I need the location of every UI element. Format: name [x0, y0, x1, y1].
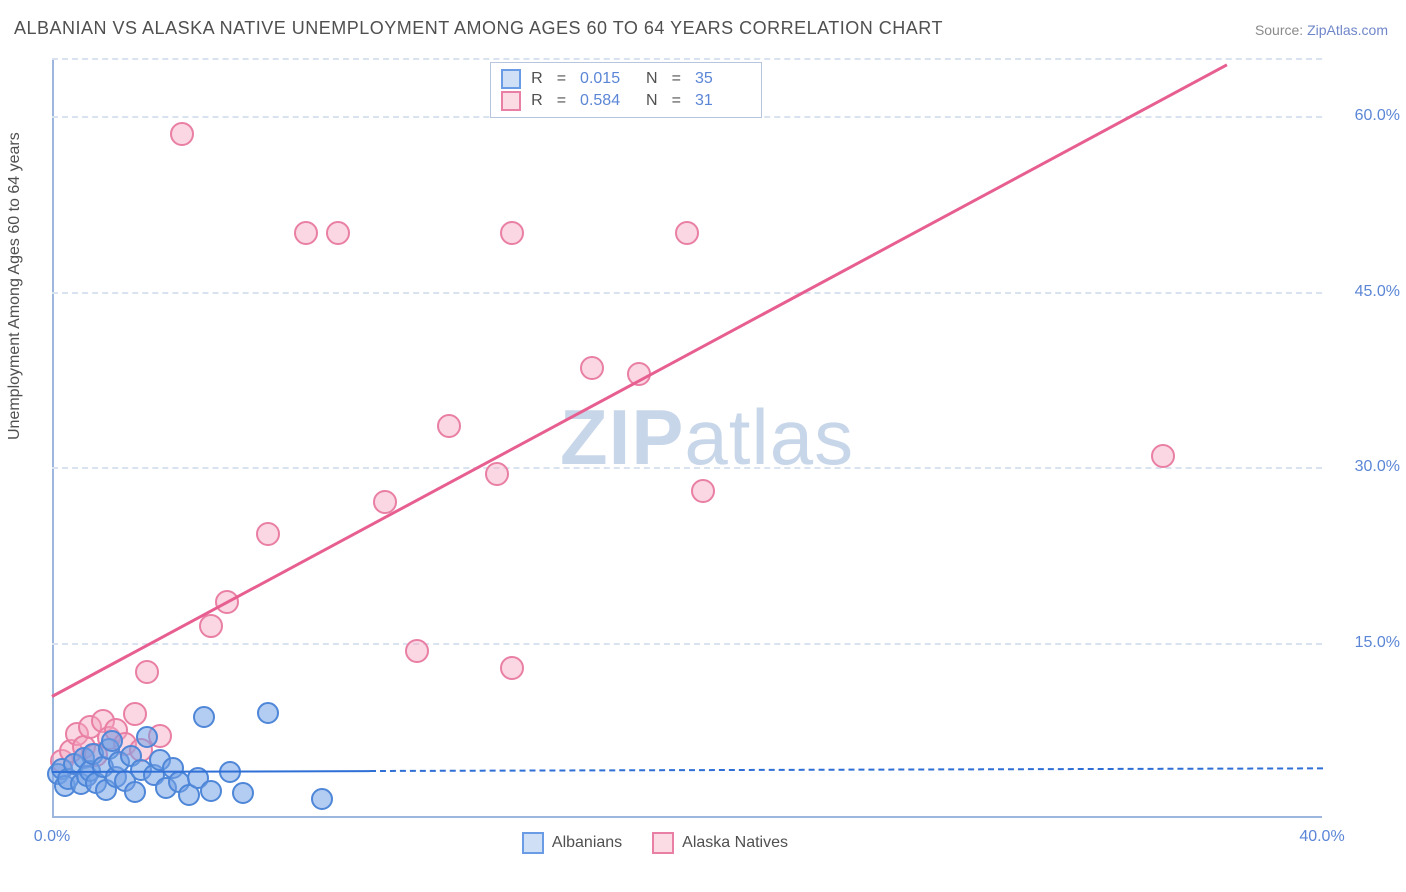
data-point: [135, 660, 159, 684]
data-point: [199, 614, 223, 638]
source-link[interactable]: ZipAtlas.com: [1307, 22, 1388, 38]
data-point: [500, 656, 524, 680]
source-prefix: Source:: [1255, 22, 1307, 38]
x-tick-label: 40.0%: [1299, 828, 1344, 846]
gridline: [52, 292, 1322, 294]
data-point: [101, 730, 123, 752]
y-tick-label: 45.0%: [1355, 283, 1400, 301]
watermark: ZIPatlas: [560, 392, 854, 483]
data-point: [500, 221, 524, 245]
gridline: [52, 467, 1322, 469]
data-point: [675, 221, 699, 245]
stat-r-label: R: [531, 70, 543, 88]
stats-row: R = 0.015 N = 35: [501, 69, 751, 89]
chart-plot-area: ZIPatlas 15.0%30.0%45.0%60.0%0.0%40.0%: [52, 58, 1322, 818]
legend-swatch: [501, 69, 521, 89]
data-point: [193, 706, 215, 728]
legend-item: Albanians: [522, 832, 622, 854]
data-point: [256, 522, 280, 546]
data-point: [437, 414, 461, 438]
stats-row: R = 0.584 N = 31: [501, 91, 751, 111]
legend-swatch: [652, 832, 674, 854]
y-axis-line: [52, 58, 54, 818]
stat-eq: =: [557, 92, 566, 110]
legend-label: Alaska Natives: [682, 834, 788, 851]
stat-n-value: 35: [695, 70, 751, 88]
data-point: [326, 221, 350, 245]
x-axis-line: [52, 816, 1322, 818]
data-point: [200, 780, 222, 802]
legend-label: Albanians: [552, 834, 622, 851]
stats-box: R = 0.015 N = 35 R = 0.584 N = 31: [490, 62, 762, 118]
chart-title: ALBANIAN VS ALASKA NATIVE UNEMPLOYMENT A…: [14, 18, 943, 39]
data-point: [124, 781, 146, 803]
stat-eq: =: [557, 70, 566, 88]
gridline: [52, 58, 1322, 60]
regression-line: [51, 64, 1227, 698]
data-point: [257, 702, 279, 724]
stat-r-label: R: [531, 92, 543, 110]
regression-line: [369, 768, 1322, 773]
y-axis-label: Unemployment Among Ages 60 to 64 years: [6, 132, 24, 440]
stat-n-label: N: [646, 92, 658, 110]
bottom-legend: Albanians Alaska Natives: [522, 832, 788, 854]
data-point: [294, 221, 318, 245]
y-tick-label: 15.0%: [1355, 634, 1400, 652]
stat-eq: =: [672, 70, 681, 88]
data-point: [485, 462, 509, 486]
data-point: [691, 479, 715, 503]
legend-item: Alaska Natives: [652, 832, 788, 854]
stat-n-label: N: [646, 70, 658, 88]
stat-eq: =: [672, 92, 681, 110]
data-point: [580, 356, 604, 380]
legend-swatch: [501, 91, 521, 111]
y-tick-label: 60.0%: [1355, 107, 1400, 125]
x-tick-label: 0.0%: [34, 828, 70, 846]
data-point: [123, 702, 147, 726]
legend-swatch: [522, 832, 544, 854]
data-point: [232, 782, 254, 804]
gridline: [52, 643, 1322, 645]
y-tick-label: 30.0%: [1355, 458, 1400, 476]
data-point: [1151, 444, 1175, 468]
data-point: [311, 788, 333, 810]
data-point: [136, 726, 158, 748]
stat-r-value: 0.015: [580, 70, 636, 88]
regression-line: [52, 770, 370, 773]
source-credit: Source: ZipAtlas.com: [1255, 22, 1388, 38]
stat-r-value: 0.584: [580, 92, 636, 110]
data-point: [405, 639, 429, 663]
data-point: [170, 122, 194, 146]
stat-n-value: 31: [695, 92, 751, 110]
